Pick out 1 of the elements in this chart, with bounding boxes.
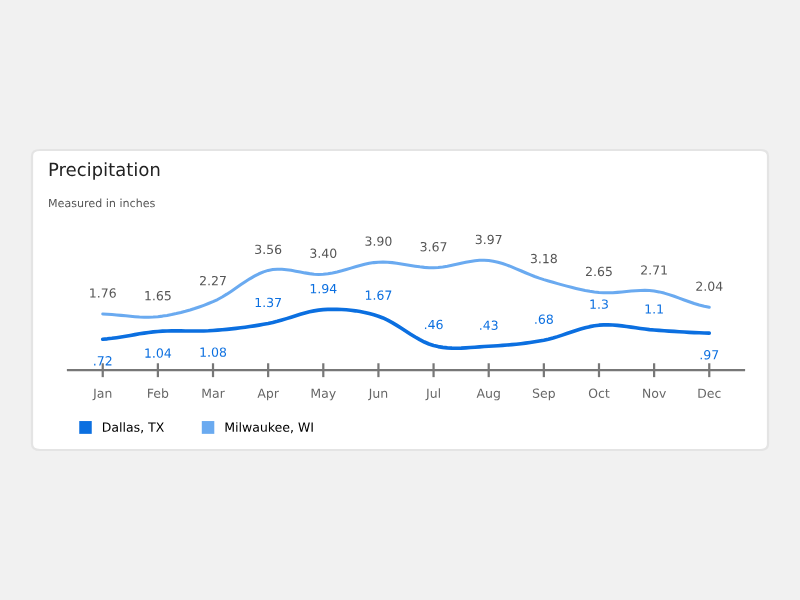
chart-title: Precipitation — [49, 162, 160, 180]
